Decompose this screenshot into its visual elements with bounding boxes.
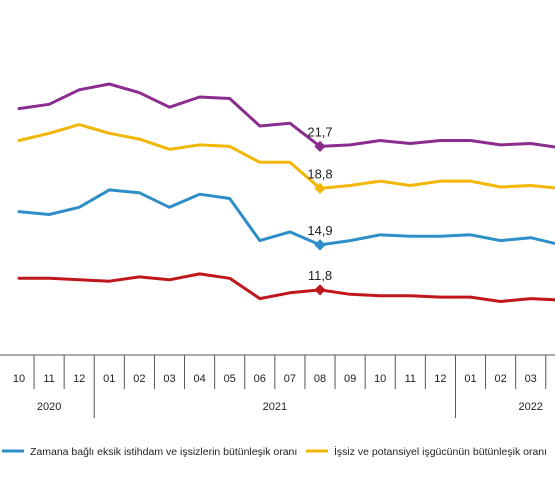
- year-label: 2022: [518, 401, 542, 413]
- series-line-blue: [17, 188, 555, 247]
- x-tick-label: 03: [163, 373, 175, 385]
- x-tick-label: 08: [314, 373, 326, 385]
- series-line-red: [17, 272, 555, 303]
- data-point-red: [314, 284, 326, 296]
- x-tick-label: 02: [494, 373, 506, 385]
- x-tick-label: 01: [464, 373, 476, 385]
- legend: Zamana bağlı eksik istihdam ve işsizleri…: [2, 445, 547, 458]
- data-label-yellow: 18,8: [307, 166, 332, 181]
- data-label-layer: 21,7 18,8 14,9 11,8: [307, 124, 332, 283]
- x-tick-label: 03: [525, 373, 537, 385]
- x-tick-label: 07: [284, 373, 296, 385]
- x-tick-label: 02: [133, 373, 145, 385]
- data-point-yellow: [314, 182, 326, 195]
- data-point-purple: [314, 140, 326, 153]
- x-tick-label: 10: [374, 373, 386, 385]
- year-label: 2020: [37, 401, 61, 413]
- data-label-blue: 14,9: [307, 223, 332, 238]
- series-line-yellow: [17, 123, 555, 190]
- x-tick-label: 05: [224, 373, 236, 385]
- legend-label-blue: Zamana bağlı eksik istihdam ve işsizleri…: [30, 446, 297, 458]
- x-tick-label: 01: [103, 373, 115, 385]
- series-layer: [17, 82, 555, 303]
- x-tick-label: 11: [43, 373, 54, 385]
- data-point-blue: [314, 239, 326, 251]
- series-line-purple: [17, 82, 555, 149]
- legend-label-yellow: İşsiz ve potansiyel işgücünün bütünleşik…: [334, 445, 547, 458]
- year-label: 2021: [263, 401, 287, 413]
- x-tick-label: 04: [193, 373, 205, 385]
- x-tick-label: 06: [254, 373, 266, 385]
- data-label-purple: 21,7: [307, 124, 332, 139]
- marker-layer: [314, 140, 326, 296]
- x-tick-label: 11: [405, 373, 416, 385]
- x-tick-label: 12: [73, 373, 85, 385]
- x-tick-label: 09: [344, 373, 356, 385]
- x-tick-label: 12: [434, 373, 446, 385]
- x-axis: 1011120102030405060708091011120102030405…: [0, 354, 555, 418]
- data-label-red: 11,8: [308, 268, 332, 283]
- x-tick-label: 10: [13, 373, 25, 385]
